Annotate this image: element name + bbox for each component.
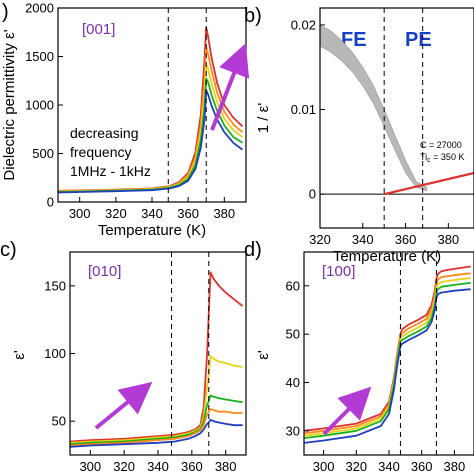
- inverse-permittivity-band: [319, 24, 428, 192]
- x-tick-label: 360: [177, 206, 199, 221]
- fit-tc-label: Tic = 350 K: [420, 152, 464, 164]
- panel-c-letter: c): [0, 239, 17, 261]
- y-axis-label: 1 / ε': [255, 103, 272, 134]
- fit-tc-sub: c: [427, 157, 431, 164]
- x-tick-label: 340: [352, 232, 374, 247]
- y-tick-label: 1500: [25, 49, 54, 64]
- frequency-note-line: decreasing: [70, 125, 139, 141]
- x-tick-label: 360: [411, 459, 433, 474]
- x-tick-label: 380: [437, 232, 459, 247]
- crystal-direction-label: [001]: [82, 21, 115, 38]
- series-line-green: [303, 282, 471, 439]
- frequency-note-line: 1MHz - 1kHz: [70, 163, 151, 179]
- series-line-blue: [303, 288, 471, 444]
- y-tick-label: 50: [286, 327, 300, 342]
- fit-c-label: C = 27000: [420, 140, 462, 150]
- x-tick-label: 340: [147, 459, 169, 474]
- y-tick-label: 0: [309, 187, 316, 202]
- fit-tc-prefix: Ti: [420, 152, 427, 162]
- pe-label: PE: [405, 29, 432, 51]
- x-tick-label: 380: [213, 206, 235, 221]
- panel-a-letter: ): [2, 1, 9, 23]
- y-tick-label: 40: [286, 375, 300, 390]
- y-tick-label: 500: [32, 146, 54, 161]
- frequency-arrow: [94, 381, 153, 430]
- series-line-orange: [303, 272, 471, 435]
- frequency-arrow: [210, 43, 250, 131]
- series-line-blue: [57, 89, 243, 194]
- y-axis-label: ε': [11, 350, 28, 360]
- x-tick-label: 340: [378, 459, 400, 474]
- plot-frame: [319, 7, 474, 229]
- x-tick-label: 360: [181, 459, 203, 474]
- x-tick-label: 300: [79, 459, 101, 474]
- fe-label: FE: [341, 29, 367, 51]
- y-tick-label: 50: [52, 414, 66, 429]
- panel-b-letter: b): [244, 5, 262, 27]
- series-line-red: [303, 265, 471, 432]
- series-line-orange: [69, 408, 243, 447]
- y-axis-label: ε': [255, 350, 272, 360]
- crystal-direction-label: [100]: [322, 263, 355, 280]
- series-line-red: [69, 271, 244, 443]
- y-tick-label: 2000: [25, 1, 54, 16]
- y-tick-label: 100: [44, 346, 66, 361]
- curie-weiss-fit-line: [383, 171, 474, 196]
- x-tick-label: 300: [69, 206, 91, 221]
- x-tick-label: 320: [105, 206, 127, 221]
- x-tick-label: 380: [444, 459, 466, 474]
- y-tick-label: 150: [44, 278, 66, 293]
- y-axis-label: Dielectric permittivity ε': [1, 29, 18, 180]
- y-tick-label: 1000: [25, 98, 54, 113]
- series-line-blue: [69, 418, 243, 448]
- series-line-yellow: [303, 277, 471, 437]
- x-tick-label: 300: [313, 459, 335, 474]
- plot-frame: [69, 251, 247, 456]
- y-tick-label: 0.01: [291, 102, 316, 117]
- plot-frame: [303, 251, 474, 456]
- x-tick-label: 320: [309, 232, 331, 247]
- y-tick-label: 60: [286, 278, 300, 293]
- fit-tc-suffix: = 350 K: [431, 152, 465, 162]
- frequency-arrow: [322, 386, 372, 436]
- y-tick-label: 30: [286, 423, 300, 438]
- panel-d-letter: d): [244, 239, 262, 261]
- y-tick-label: 0.02: [291, 17, 316, 32]
- x-tick-label: 320: [345, 459, 367, 474]
- frequency-note-line: frequency: [70, 144, 131, 160]
- x-tick-label: 380: [215, 459, 237, 474]
- series-line-yellow: [69, 355, 243, 444]
- crystal-direction-label: [010]: [88, 263, 121, 280]
- y-tick-label: 0: [47, 195, 54, 210]
- series-line-green: [69, 394, 243, 446]
- x-tick-label: 340: [141, 206, 163, 221]
- x-tick-label: 320: [113, 459, 135, 474]
- x-tick-label: 360: [395, 232, 417, 247]
- x-axis-label: Temperature (K): [98, 222, 206, 239]
